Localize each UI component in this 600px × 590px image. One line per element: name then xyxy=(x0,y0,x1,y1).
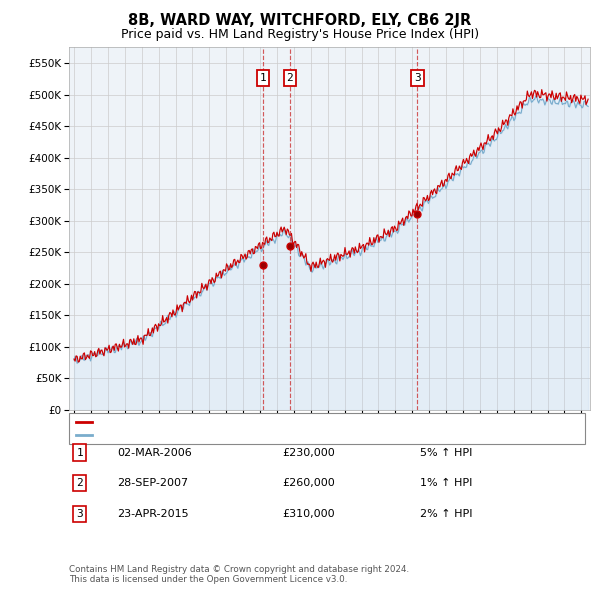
Text: Contains HM Land Registry data © Crown copyright and database right 2024.
This d: Contains HM Land Registry data © Crown c… xyxy=(69,565,409,584)
Text: 28-SEP-2007: 28-SEP-2007 xyxy=(117,478,188,488)
Text: £230,000: £230,000 xyxy=(282,448,335,457)
Text: 8B, WARD WAY, WITCHFORD, ELY, CB6 2JR: 8B, WARD WAY, WITCHFORD, ELY, CB6 2JR xyxy=(128,13,472,28)
Text: 8B, WARD WAY, WITCHFORD, ELY, CB6 2JR (detached house): 8B, WARD WAY, WITCHFORD, ELY, CB6 2JR (d… xyxy=(97,417,433,427)
Text: 2% ↑ HPI: 2% ↑ HPI xyxy=(420,509,473,519)
Text: 23-APR-2015: 23-APR-2015 xyxy=(117,509,188,519)
Text: 2: 2 xyxy=(286,73,293,83)
Text: 3: 3 xyxy=(414,73,421,83)
Text: 3: 3 xyxy=(76,509,83,519)
Text: 5% ↑ HPI: 5% ↑ HPI xyxy=(420,448,472,457)
Text: Price paid vs. HM Land Registry's House Price Index (HPI): Price paid vs. HM Land Registry's House … xyxy=(121,28,479,41)
Text: 02-MAR-2006: 02-MAR-2006 xyxy=(117,448,192,457)
Text: 2: 2 xyxy=(76,478,83,488)
Text: 1: 1 xyxy=(260,73,266,83)
Text: 1: 1 xyxy=(76,448,83,457)
Text: HPI: Average price, detached house, East Cambridgeshire: HPI: Average price, detached house, East… xyxy=(97,430,419,440)
Text: £260,000: £260,000 xyxy=(282,478,335,488)
Text: £310,000: £310,000 xyxy=(282,509,335,519)
Text: 1% ↑ HPI: 1% ↑ HPI xyxy=(420,478,472,488)
